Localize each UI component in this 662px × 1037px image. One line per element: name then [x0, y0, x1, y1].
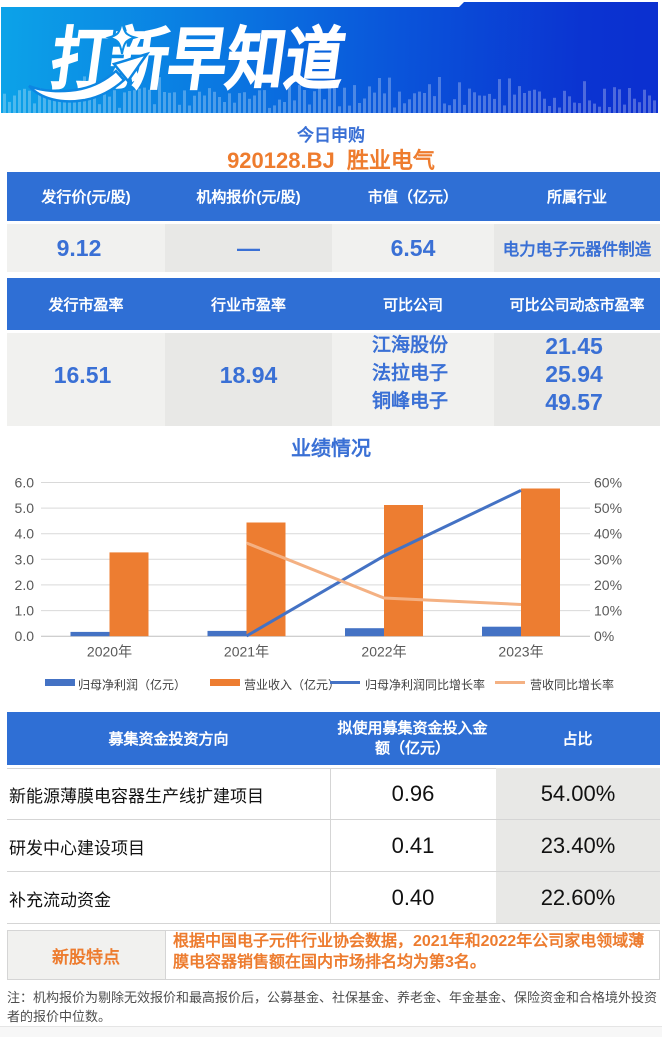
svg-text:2.0: 2.0: [15, 577, 35, 593]
svg-text:2023年: 2023年: [498, 644, 543, 660]
svg-text:2021年: 2021年: [224, 644, 269, 660]
svg-text:4.0: 4.0: [15, 526, 35, 542]
svg-text:2022年: 2022年: [361, 644, 406, 660]
svg-text:30%: 30%: [594, 551, 622, 567]
svg-text:20%: 20%: [594, 577, 622, 593]
svg-text:5.0: 5.0: [15, 500, 35, 516]
svg-text:2020年: 2020年: [87, 644, 132, 660]
svg-text:60%: 60%: [594, 475, 622, 491]
svg-text:10%: 10%: [594, 603, 622, 619]
svg-text:1.0: 1.0: [15, 603, 35, 619]
svg-text:6.0: 6.0: [15, 475, 35, 491]
svg-text:50%: 50%: [594, 500, 622, 516]
svg-text:0%: 0%: [594, 628, 614, 644]
svg-text:归母净利润同比增长率: 归母净利润同比增长率: [365, 677, 485, 692]
svg-text:0.0: 0.0: [15, 628, 35, 644]
svg-text:40%: 40%: [594, 526, 622, 542]
svg-text:3.0: 3.0: [15, 551, 35, 567]
svg-text:营业收入（亿元）: 营业收入（亿元）: [244, 677, 340, 692]
svg-text:营收同比增长率: 营收同比增长率: [530, 677, 614, 692]
svg-text:归母净利润（亿元）: 归母净利润（亿元）: [78, 677, 186, 692]
